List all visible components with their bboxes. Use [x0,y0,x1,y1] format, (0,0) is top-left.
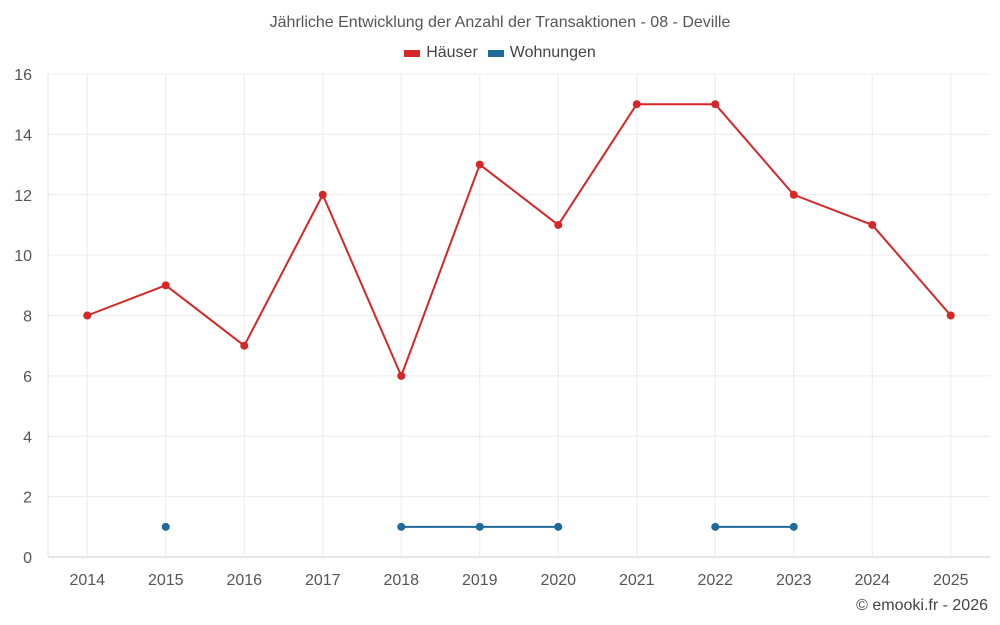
data-point-haeuser [632,100,641,109]
data-point-haeuser [789,190,798,199]
data-point-wohnungen [161,522,170,531]
data-point-haeuser [397,371,406,380]
data-point-haeuser [711,100,720,109]
data-point-haeuser [475,160,484,169]
x-tick-label: 2019 [462,572,498,589]
y-tick-label: 8 [23,309,32,326]
data-point-haeuser [868,220,877,229]
x-tick-label: 2015 [148,572,184,589]
data-point-wohnungen [711,522,720,531]
y-tick-label: 10 [14,248,32,265]
data-point-wohnungen [475,522,484,531]
y-tick-label: 16 [14,67,32,84]
chart-title: Jährliche Entwicklung der Anzahl der Tra… [269,14,731,31]
y-tick-label: 12 [14,188,32,205]
x-tick-label: 2017 [305,572,341,589]
series-line-haeuser [164,284,246,347]
legend-swatch-wohnungen [487,49,504,57]
series-line-haeuser [714,103,795,196]
x-tick-label: 2014 [69,572,105,589]
data-point-wohnungen [554,522,563,531]
x-tick-label: 2022 [697,572,733,589]
legend-item-haeuser[interactable]: Häuser [404,44,478,62]
data-point-haeuser [946,311,955,320]
series-line-haeuser [321,193,403,377]
series-line-haeuser [86,284,167,317]
data-point-wohnungen [397,522,406,531]
x-tick-label: 2024 [854,572,890,589]
credit-text: © emooki.fr - 2026 [856,597,988,614]
y-tick-label: 4 [23,429,32,446]
series-line-haeuser [400,163,481,377]
data-point-haeuser [554,220,563,229]
legend-label-wohnungen: Wohnungen [509,44,596,61]
data-point-haeuser [161,281,170,290]
x-tick-label: 2020 [540,572,576,589]
x-tick-label: 2025 [933,572,969,589]
data-point-haeuser [318,190,327,199]
series-line-haeuser [557,103,638,226]
x-tick-label: 2016 [226,572,262,589]
legend-item-wohnungen[interactable]: Wohnungen [487,44,596,62]
legend-swatch-haeuser [404,49,421,57]
data-point-haeuser [83,311,92,320]
legend: Häuser Wohnungen [0,44,1000,62]
y-tick-label: 14 [14,127,32,144]
series-line-haeuser [792,193,874,226]
x-tick-label: 2021 [619,572,655,589]
x-tick-label: 2018 [383,572,419,589]
y-tick-label: 2 [23,490,32,507]
series-line-haeuser [871,223,952,317]
series-line-haeuser [478,163,560,226]
x-tick-label: 2023 [776,572,812,589]
data-point-haeuser [240,341,249,350]
series-line-haeuser [243,193,324,347]
y-tick-label: 0 [23,550,32,567]
legend-label-haeuser: Häuser [426,44,478,61]
data-point-wohnungen [789,522,798,531]
y-tick-label: 6 [23,369,32,386]
